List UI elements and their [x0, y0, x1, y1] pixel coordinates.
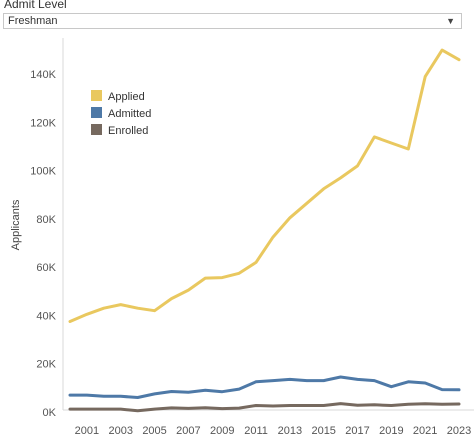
x-tick-label: 2019: [379, 425, 403, 437]
x-tick-label: 2011: [244, 425, 268, 437]
legend-label-admitted: Admitted: [108, 108, 151, 120]
admit-level-dropdown[interactable]: Freshman ▼: [3, 13, 462, 29]
legend-swatch-applied: [91, 90, 102, 101]
y-tick-label: 100K: [30, 166, 56, 178]
legend-label-applied: Applied: [108, 91, 145, 103]
y-tick-label: 20K: [36, 359, 56, 371]
chevron-down-icon: ▼: [446, 16, 455, 26]
admit-level-filter-label: Admit Level: [4, 0, 67, 11]
y-tick-label: 120K: [30, 117, 56, 129]
series-line-applied[interactable]: [68, 48, 461, 323]
legend-swatch-admitted: [91, 107, 102, 118]
y-tick-label: 40K: [36, 310, 56, 322]
series-line-admitted[interactable]: [68, 375, 461, 399]
x-tick-label: 2009: [210, 425, 234, 437]
chart-svg: Applicants 0K 20K 40K 60K 80K 100K 120K 140K 20…: [10, 38, 474, 437]
y-tick-label: 140K: [30, 69, 56, 81]
x-tick-label: 2023: [447, 425, 471, 437]
x-tick-label: 2007: [176, 425, 200, 437]
x-tick-label: 2017: [345, 425, 369, 437]
y-axis-title: Applicants: [10, 199, 22, 250]
x-tick-label: 2001: [75, 425, 99, 437]
series-line-enrolled[interactable]: [68, 402, 461, 413]
legend-label-enrolled: Enrolled: [108, 125, 148, 137]
applicants-line-chart: Applicants 0K 20K 40K 60K 80K 100K 120K 140K 20…: [0, 30, 474, 440]
y-tick-label: 60K: [36, 262, 56, 274]
y-tick-label: 0K: [43, 407, 57, 419]
admit-level-selected-value: Freshman: [8, 15, 58, 27]
x-tick-label: 2021: [413, 425, 437, 437]
x-tick-label: 2003: [108, 425, 132, 437]
y-tick-label: 80K: [36, 214, 56, 226]
x-tick-label: 2005: [142, 425, 166, 437]
x-tick-label: 2013: [278, 425, 302, 437]
legend-swatch-enrolled: [91, 124, 102, 135]
x-tick-label: 2015: [311, 425, 335, 437]
